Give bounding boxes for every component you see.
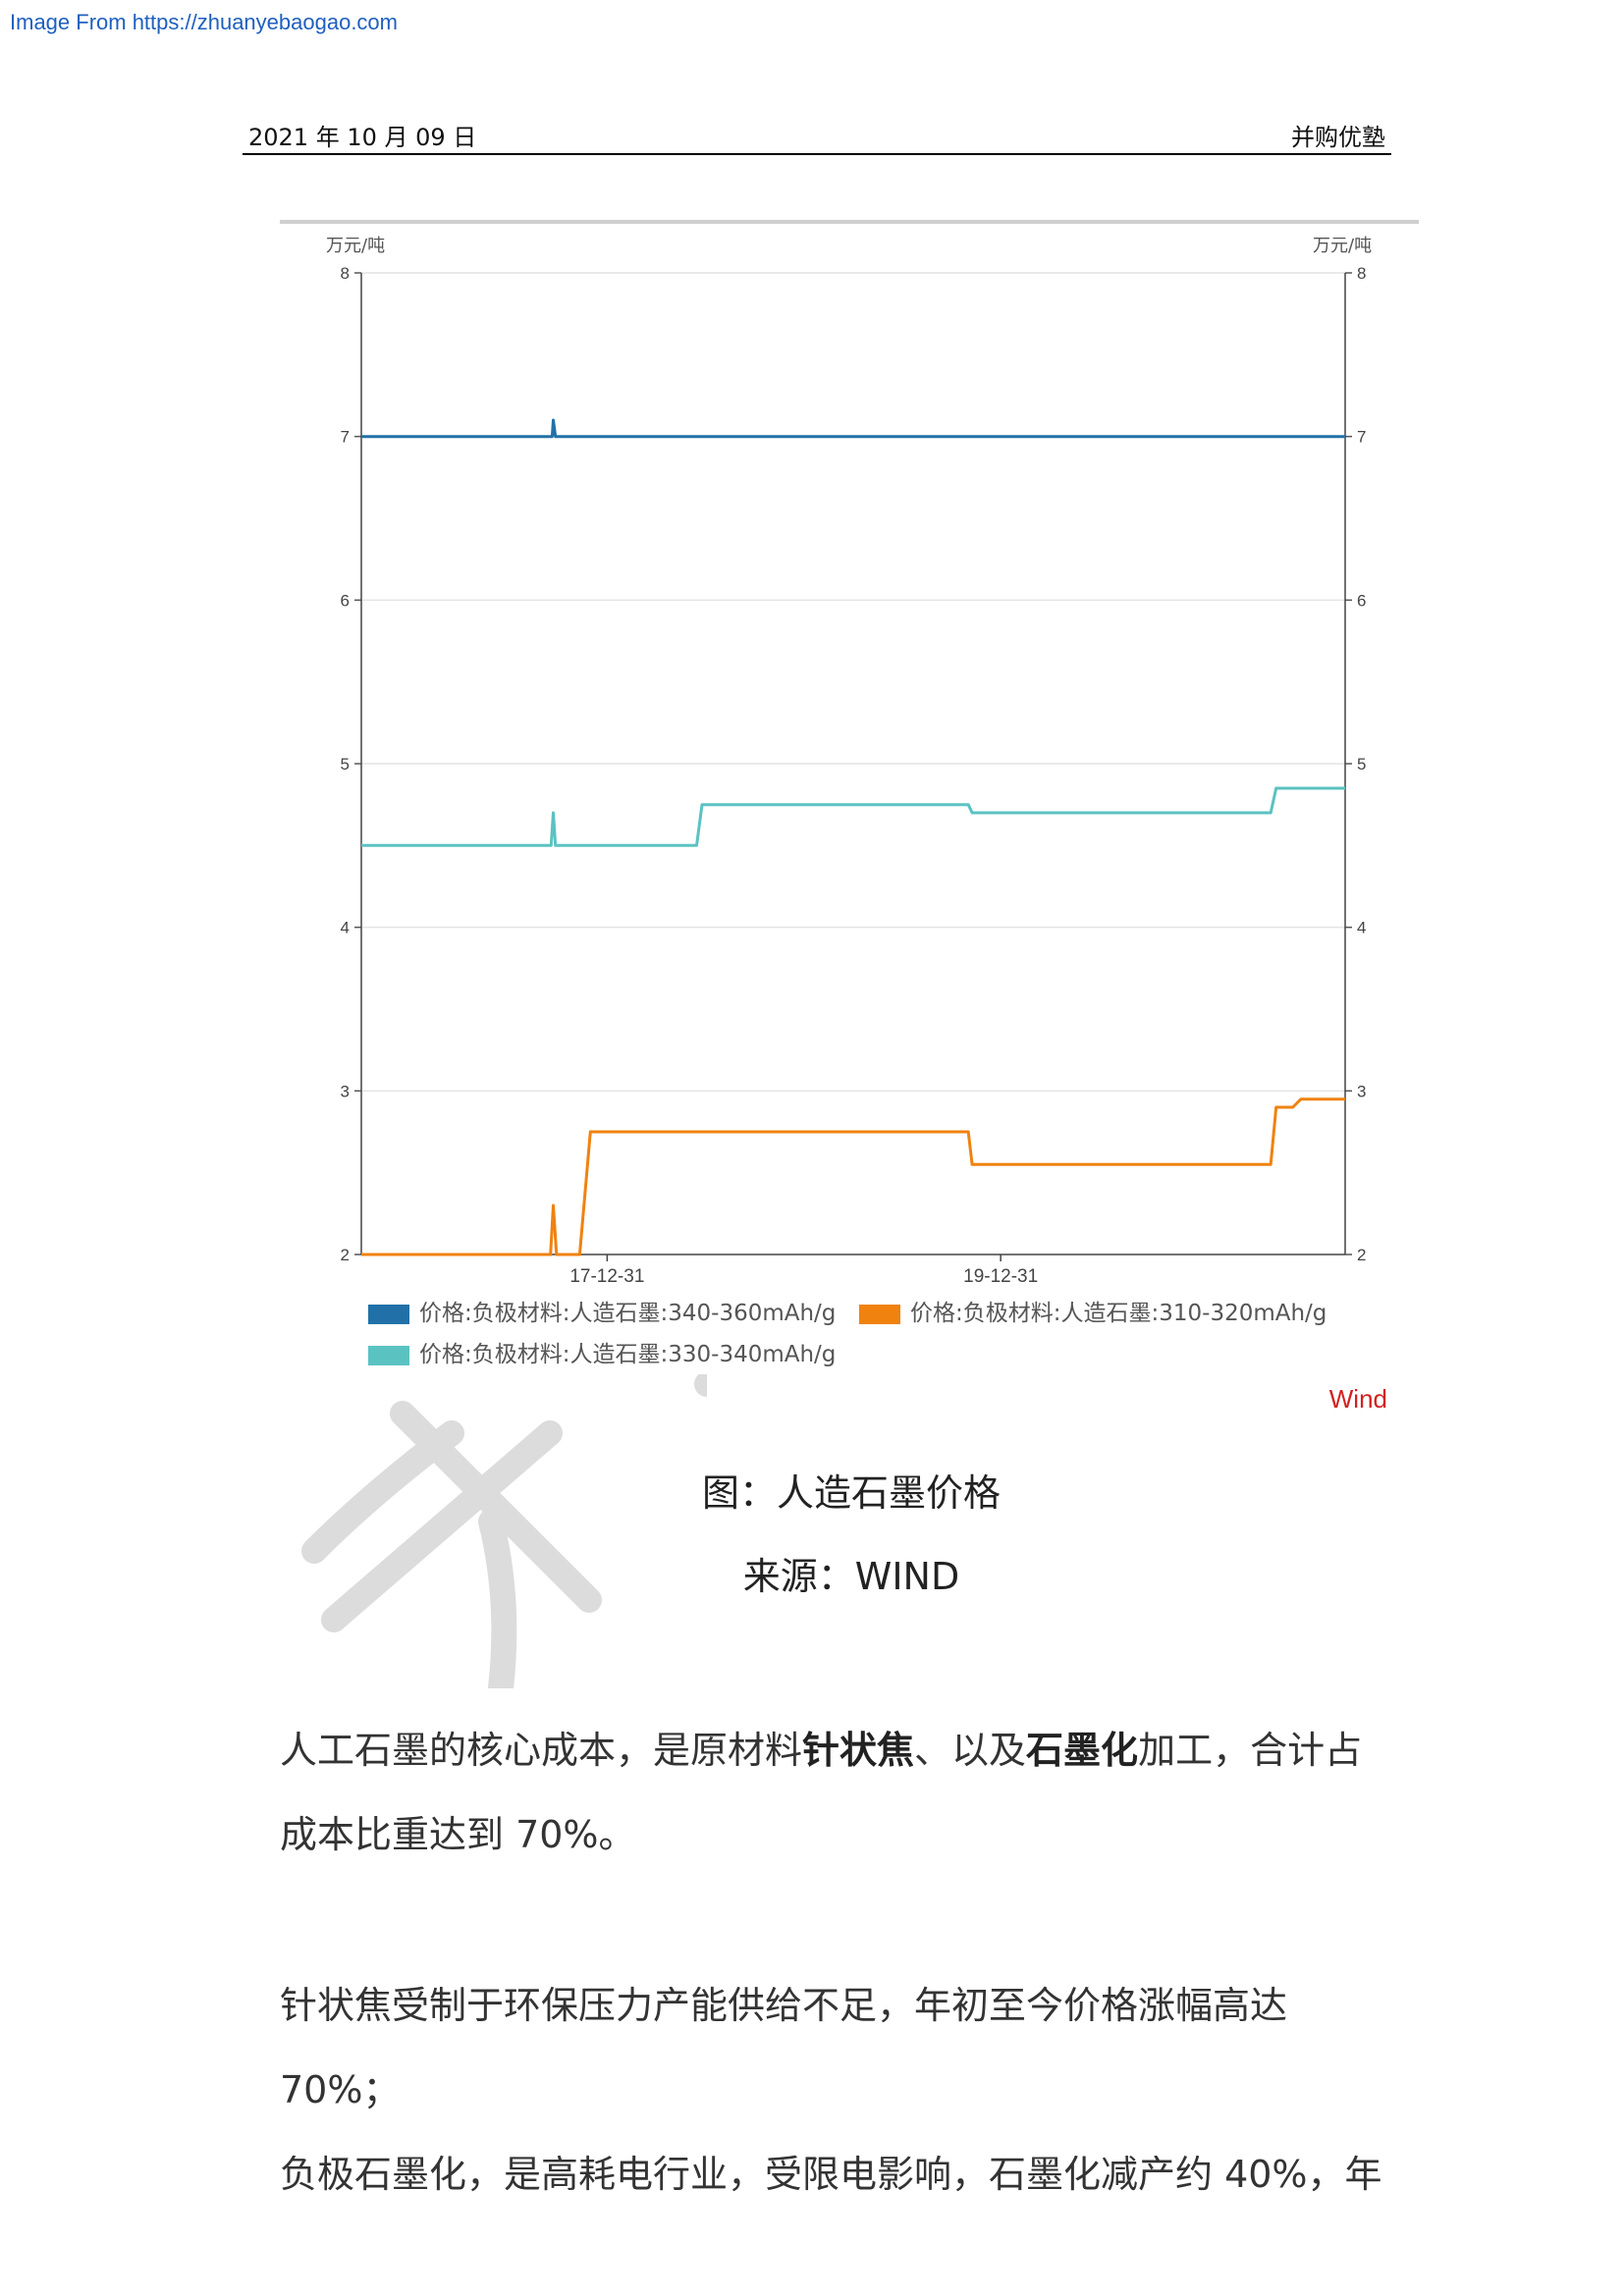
paragraph-cost: 人工石墨的核心成本，是原材料针状焦、以及石墨化加工，合计占 成本比重达到 70%… <box>280 1708 1409 1877</box>
wind-brand-label: Wind <box>1329 1384 1387 1414</box>
y-tick-label-left: 2 <box>341 1246 350 1264</box>
x-tick-label: 17-12-31 <box>569 1266 644 1287</box>
figure-caption: 图：人造石墨价格 <box>701 1471 1001 1515</box>
legend-swatch-3 <box>368 1346 409 1365</box>
y-tick-label-right: 8 <box>1357 264 1366 283</box>
watermark-logo <box>301 1374 707 1688</box>
y-tick-label-left: 7 <box>341 428 350 447</box>
p1-text-a: 人工石墨的核心成本，是原材料 <box>280 1729 803 1772</box>
page-header: 2021 年 10 月 09 日 并购优塾 <box>243 116 1391 155</box>
legend-label-2: 价格:负极材料:人造石墨:310-320mAh/g <box>910 1301 1326 1326</box>
p2-line-2: 负极石墨化，是高耗电行业，受限电影响，石墨化减产约 40%，年 <box>280 2153 1382 2196</box>
header-date: 2021 年 10 月 09 日 <box>248 124 477 151</box>
y-tick-label-right: 4 <box>1357 919 1366 937</box>
paragraph-supply: 针状焦受制于环保压力产能供给不足，年初至今价格涨幅高达 70%； 负极石墨化，是… <box>280 1963 1409 2216</box>
p2-line-1: 针状焦受制于环保压力产能供给不足，年初至今价格涨幅高达 70%； <box>280 1984 1288 2111</box>
y-unit-right: 万元/吨 <box>1313 236 1372 256</box>
p1-text-e: 加工，合计占 <box>1138 1729 1363 1772</box>
source-link[interactable]: Image From https://zhuanyebaogao.com <box>10 10 398 34</box>
y-tick-label-left: 4 <box>341 919 350 937</box>
price-chart: 2 2 3 3 4 4 5 5 6 6 7 7 8 8 万元/吨 万元/吨 17-12-31 19-12-31 价格… <box>280 219 1419 1431</box>
y-tick-label-left: 5 <box>341 755 350 774</box>
series-line-2 <box>361 1097 1345 1256</box>
y-tick-label-left: 6 <box>341 591 350 610</box>
figure-source: 来源：WIND <box>742 1555 960 1598</box>
y-tick-label-right: 5 <box>1357 755 1366 774</box>
legend-swatch-2 <box>859 1305 900 1324</box>
y-tick-label-left: 3 <box>341 1082 350 1100</box>
p1-text-f: 成本比重达到 70%。 <box>280 1813 636 1856</box>
p1-bold-graphitization: 石墨化 <box>1026 1729 1139 1772</box>
chart-svg: 2 2 3 3 4 4 5 5 6 6 7 7 8 8 万元/吨 万元/吨 17-12-31 19-12-31 价格… <box>280 220 1419 1414</box>
header-brand: 并购优塾 <box>1291 124 1385 151</box>
y-tick-label-right: 6 <box>1357 591 1366 610</box>
y-unit-left: 万元/吨 <box>326 236 385 256</box>
legend-label-3: 价格:负极材料:人造石墨:330-340mAh/g <box>419 1342 836 1367</box>
y-tick-label-right: 2 <box>1357 1246 1366 1264</box>
y-tick-label-right: 7 <box>1357 428 1366 447</box>
p1-text-c: 、以及 <box>914 1729 1027 1772</box>
y-tick-label-right: 3 <box>1357 1082 1366 1100</box>
x-tick-label: 19-12-31 <box>963 1266 1038 1287</box>
legend-swatch-1 <box>368 1305 409 1324</box>
legend-label-1: 价格:负极材料:人造石墨:340-360mAh/g <box>419 1301 836 1326</box>
series-line-1 <box>361 418 1345 439</box>
series-line-3 <box>361 786 1345 847</box>
y-tick-label-left: 8 <box>341 264 350 283</box>
p1-bold-needle-coke: 针状焦 <box>802 1729 915 1772</box>
